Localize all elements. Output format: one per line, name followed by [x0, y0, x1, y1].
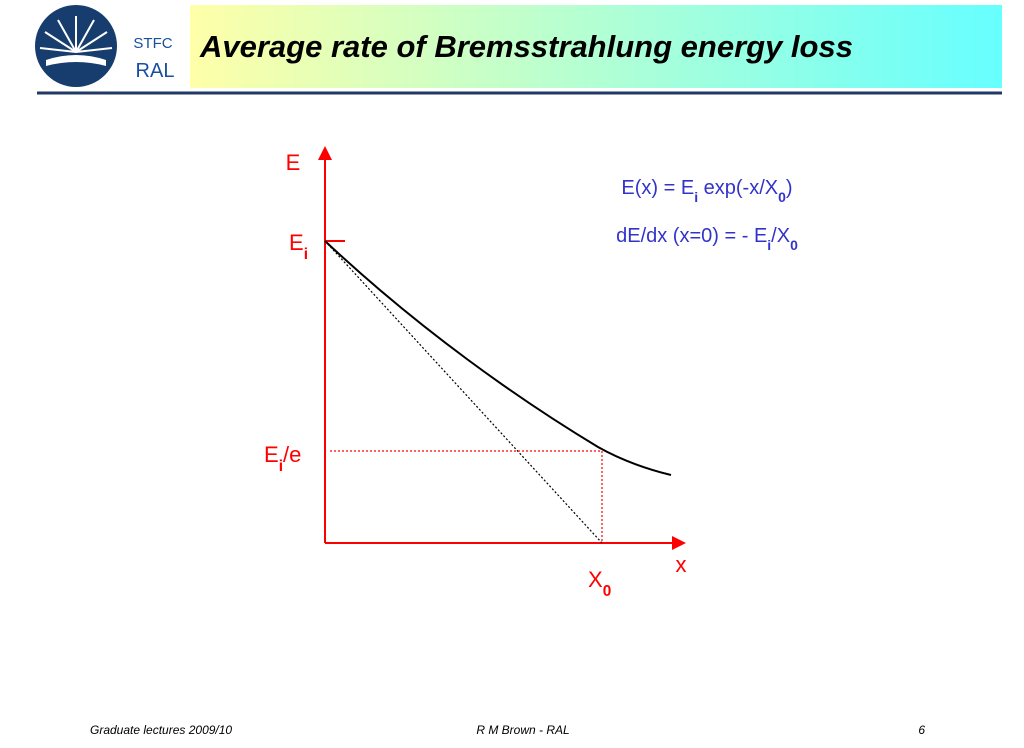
footer-center: R M Brown - RAL [476, 723, 569, 737]
formula-part: /X [771, 225, 790, 247]
footer-left: Graduate lectures 2009/10 [90, 723, 232, 737]
formula-subscript: 0 [790, 237, 798, 253]
formula: E(x) = Ei exp(-x/X0) [621, 177, 792, 205]
label-subscript: 0 [603, 583, 612, 600]
formula-part: E(x) = E [621, 177, 694, 199]
formula-subscript: 0 [778, 189, 786, 205]
label-subscript: i [304, 246, 308, 263]
label-part: X [588, 567, 603, 592]
formula: dE/dx (x=0) = - Ei/X0 [616, 225, 798, 253]
y-arrow [318, 146, 332, 160]
y-axis-label: E [286, 150, 301, 175]
formula-subscript: i [767, 237, 771, 253]
header-band [190, 5, 1002, 88]
x0-label: X0 [588, 567, 611, 600]
page-number: 6 [918, 723, 925, 737]
x-axis-label: x [676, 552, 687, 577]
label-subscript: i [279, 458, 283, 475]
label-part: E [289, 230, 304, 255]
formula-part: exp(-x/X [698, 177, 778, 199]
x-arrow [672, 536, 686, 550]
logo-text: STFC [133, 35, 172, 52]
energy-curve [324, 240, 672, 476]
ei-label: Ei [289, 230, 308, 263]
ei-over-e-label: Ei/e [264, 442, 301, 475]
logo-arc [46, 55, 106, 66]
tangent-line [324, 240, 603, 544]
logo-rays [39, 16, 113, 53]
logo-text: RAL [136, 60, 175, 82]
label-part: E [264, 442, 279, 467]
formula-part: ) [786, 177, 793, 199]
formula-part: dE/dx (x=0) = - E [616, 225, 767, 247]
label-part: /e [283, 442, 301, 467]
slide-title: Average rate of Bremsstrahlung energy lo… [199, 29, 853, 64]
formula-subscript: i [694, 189, 698, 205]
axes [324, 155, 675, 544]
guide-lines [330, 450, 603, 543]
